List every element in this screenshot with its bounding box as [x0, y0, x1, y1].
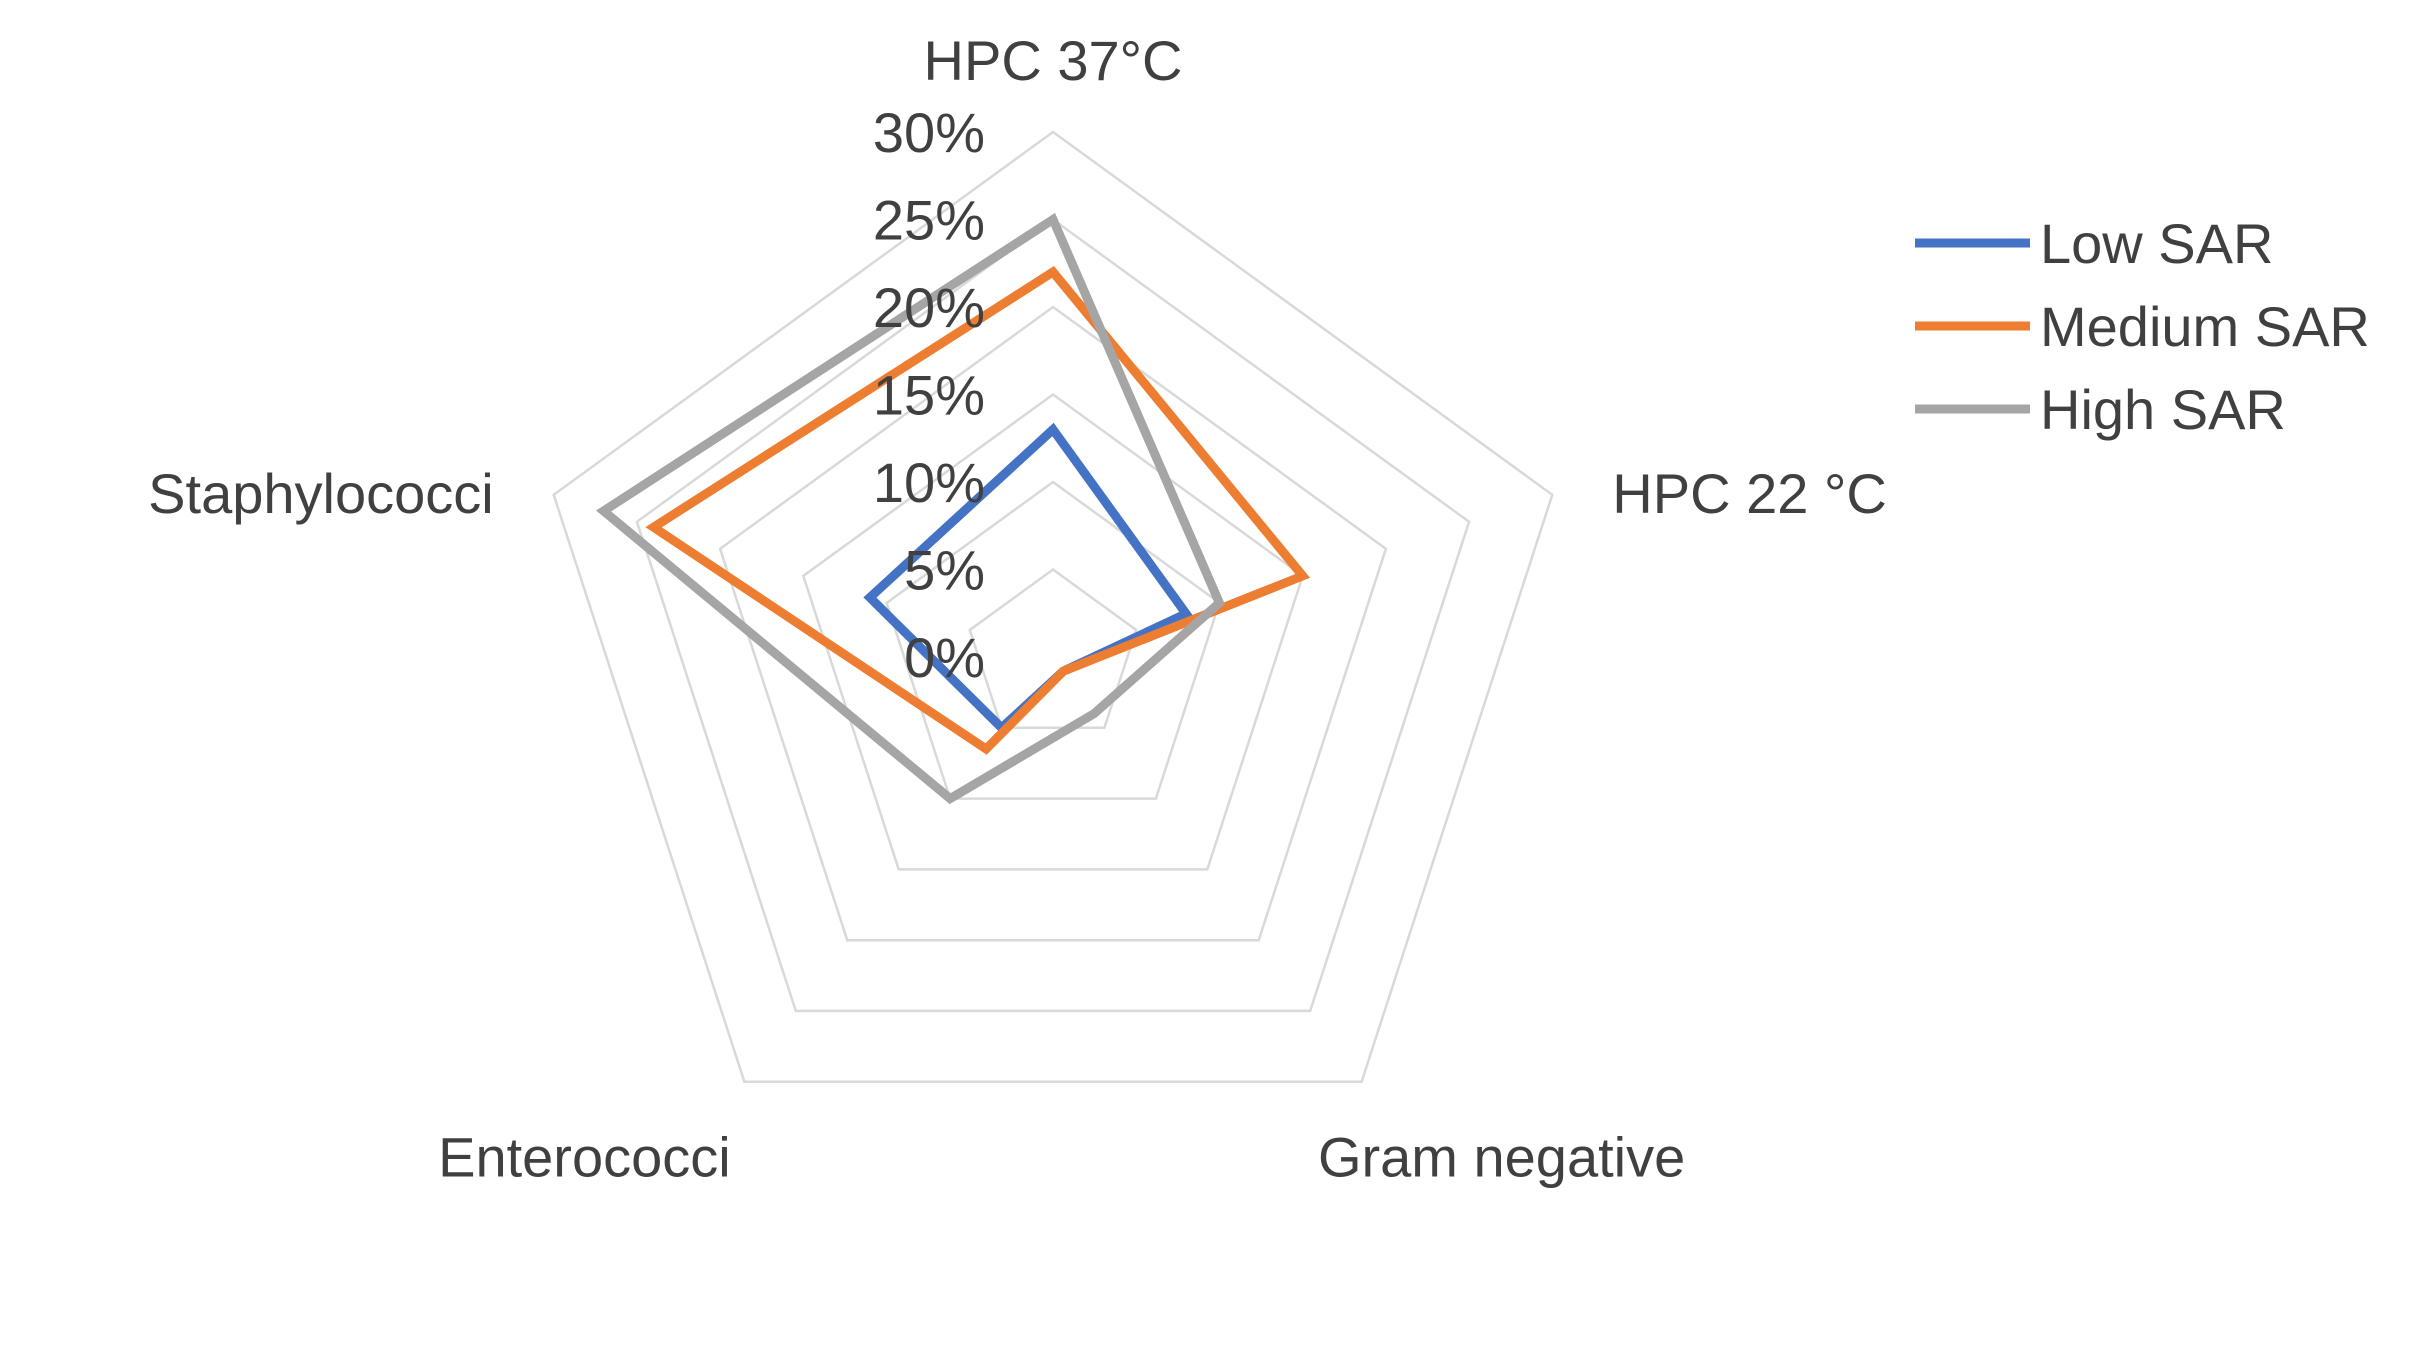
- radial-axis-ticks: 0% 5% 10% 15% 20% 25% 30%: [873, 101, 985, 689]
- tick-label: 25%: [873, 189, 985, 252]
- grid-ring: [718, 305, 1388, 942]
- grid-ring: [552, 130, 1554, 1083]
- tick-label: 10%: [873, 451, 985, 514]
- category-label: Gram negative: [1318, 1126, 1685, 1189]
- tick-label: 20%: [873, 276, 985, 339]
- category-label: HPC 37°C: [924, 29, 1183, 92]
- legend-label: Low SAR: [2040, 212, 2273, 275]
- series-line-medium-sar: [645, 266, 1311, 755]
- grid-ring: [801, 392, 1305, 871]
- grid-ring: [635, 217, 1471, 1013]
- category-label: Enterococci: [438, 1126, 731, 1189]
- legend-label: Medium SAR: [2040, 295, 2370, 358]
- legend: Low SAR Medium SAR High SAR: [1915, 212, 2370, 441]
- tick-label: 5%: [904, 539, 985, 602]
- tick-label: 30%: [873, 101, 985, 164]
- radar-series: [596, 212, 1311, 805]
- grid-ring: [885, 480, 1221, 800]
- tick-label: 0%: [904, 626, 985, 689]
- legend-label: High SAR: [2040, 378, 2286, 441]
- category-label: HPC 22 °C: [1612, 462, 1886, 525]
- grid-ring: [968, 567, 1138, 730]
- tick-label: 15%: [873, 364, 985, 427]
- series-line-high-sar: [596, 212, 1225, 805]
- category-label: Staphylococci: [148, 462, 494, 525]
- radar-grid: [552, 130, 1554, 1083]
- category-labels: HPC 37°C HPC 22 °C Gram negative Enterococc…: [148, 29, 1887, 1189]
